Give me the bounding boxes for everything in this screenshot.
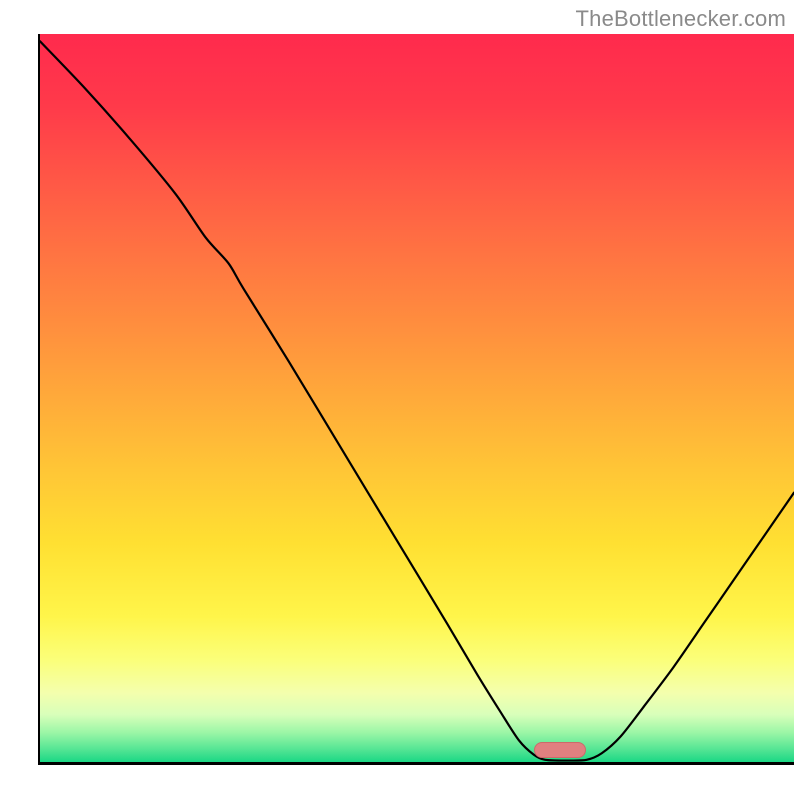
- watermark-text: TheBottlenecker.com: [576, 6, 786, 32]
- x-axis-line: [38, 762, 795, 765]
- optimal-range-marker: [534, 742, 586, 758]
- bottleneck-curve: [40, 34, 794, 762]
- curve-path: [40, 41, 794, 760]
- chart-container: TheBottlenecker.com: [0, 0, 800, 800]
- plot-area: [40, 34, 794, 762]
- y-axis-line: [38, 34, 41, 762]
